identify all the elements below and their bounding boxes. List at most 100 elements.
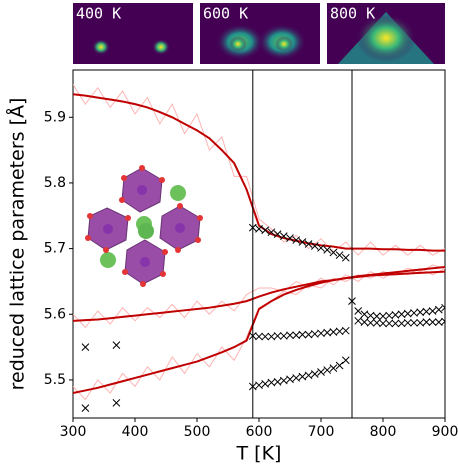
cross-marker [317,329,325,338]
heatmap-insets [73,3,445,64]
cross-marker [255,332,263,341]
cross-marker [329,248,338,257]
x-axis-label: T [K] [236,443,282,465]
cross-marker [341,326,350,335]
cross-marker [267,228,276,237]
cross-marker [385,319,394,328]
cross-marker [255,225,263,233]
cross-marker [298,238,307,246]
inset-label: 400 K [76,5,121,23]
cross-marker [112,341,121,349]
cross-marker [310,242,319,250]
cross-marker [317,244,325,252]
data-line [73,267,445,329]
y-tick-label: 5.5 [44,372,66,388]
x-tick-label: 300 [60,424,87,440]
cross-marker [323,328,332,337]
cross-marker [441,317,445,326]
cross-marker [410,309,418,317]
cross-marker [441,303,445,312]
cross-marker [416,308,425,317]
cross-marker [397,310,406,319]
cross-marker [366,311,375,320]
cross-marker [279,376,288,385]
cross-marker [391,311,400,319]
data-line [73,270,445,322]
cross-marker [81,404,90,413]
x-tick-label: 500 [184,424,211,440]
cross-marker [329,364,338,372]
cross-marker [385,311,394,320]
cross-marker [366,318,375,327]
cross-marker [292,374,301,382]
cross-marker [267,378,276,387]
cross-marker [323,366,332,374]
cross-marker [354,307,363,315]
cross-marker [267,332,276,341]
cross-marker [403,309,412,318]
data-line [73,264,445,401]
x-tick-label: 400 [122,424,149,440]
cross-marker [341,253,350,262]
inset-label: 600 K [203,5,248,23]
y-tick-label: 5.7 [44,241,66,257]
cross-marker [292,331,301,340]
x-tick-label: 600 [246,424,273,440]
cross-marker [112,399,121,407]
cross-marker [410,318,418,327]
cross-marker [317,368,325,376]
cross-marker [360,310,369,319]
cross-marker [261,226,270,235]
cross-marker [310,330,319,338]
cross-marker [273,378,282,386]
x-tick-label: 700 [308,424,335,440]
cross-marker [403,318,412,327]
cross-marker [360,318,369,326]
cross-marker [304,371,313,380]
cross-marker [279,232,288,240]
cross-marker [379,319,387,328]
cross-marker [416,318,425,327]
x-tick-label: 900 [432,424,458,440]
data-line [73,84,445,256]
cross-marker [335,251,344,260]
cross-marker [329,328,338,336]
cross-marker [422,318,431,326]
cross-marker [81,343,90,351]
cross-marker [372,312,381,321]
cross-marker [341,356,350,365]
cross-marker [273,332,282,340]
cross-marker [273,230,282,239]
y-tick-label: 5.9 [44,109,66,125]
cross-marker [335,361,344,370]
cross-marker [422,307,431,316]
cross-marker [298,372,307,381]
y-axis-label: reduced lattice parameters [Å] [6,98,29,391]
plot-area [73,70,445,418]
inset-label: 800 K [330,5,375,23]
y-tick-label: 5.8 [44,175,66,191]
cross-marker [335,327,344,336]
y-tick-label: 5.6 [44,306,66,322]
crystal-inset [85,165,203,287]
cross-marker [255,381,263,390]
cross-marker [323,246,332,254]
cross-marker [286,234,294,242]
cross-marker [298,330,307,339]
cross-marker [286,331,294,340]
data-line [73,265,445,395]
cross-marker [391,319,400,328]
cross-marker [428,318,437,326]
cross-marker [304,330,313,339]
cross-marker [261,380,270,388]
cross-marker [434,318,443,326]
data-line [73,93,445,252]
cross-marker [286,375,294,384]
cross-marker [292,236,301,244]
cross-marker [261,332,270,341]
cross-marker [397,319,406,328]
cross-marker [354,316,363,325]
cross-marker [310,370,319,378]
x-tick-label: 800 [370,424,397,440]
